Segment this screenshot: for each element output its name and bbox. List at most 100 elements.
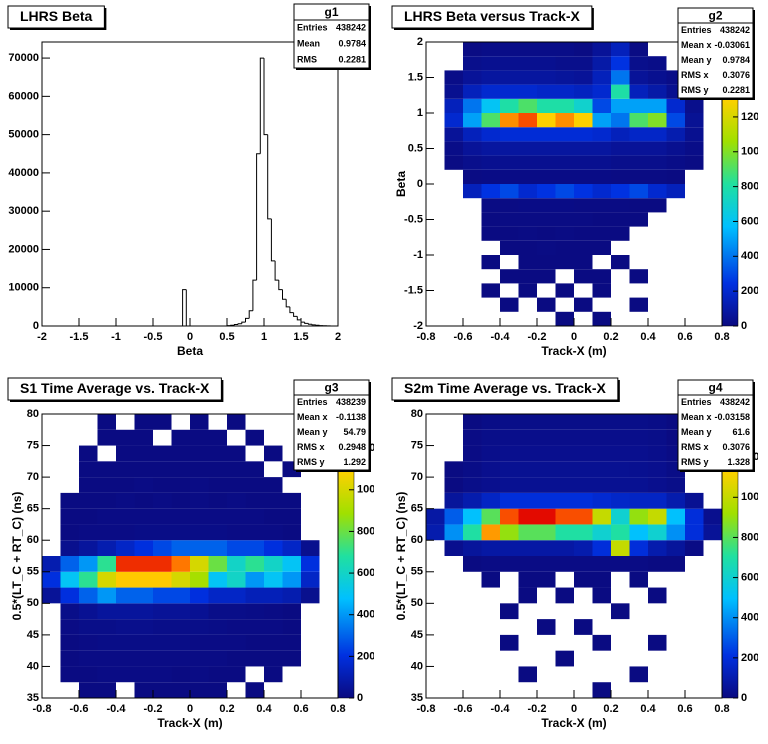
heatmap-cell: [555, 524, 574, 541]
heatmap-cell: [463, 492, 482, 509]
heatmap-cell: [500, 477, 519, 493]
heatmap-cell: [444, 127, 463, 142]
heatmap-cell: [537, 98, 556, 113]
heatmap-cell: [481, 461, 500, 478]
heatmap-cell: [629, 155, 648, 170]
heatmap-cell: [116, 477, 135, 493]
heatmap-cell: [592, 198, 611, 213]
heatmap-cell: [555, 155, 574, 170]
heatmap-cell: [629, 556, 648, 572]
heatmap-cell: [153, 461, 172, 478]
heatmap-cell: [79, 634, 98, 651]
heatmap-cell: [79, 477, 98, 493]
heatmap-cell: [555, 429, 574, 446]
heatmap-cell: [574, 508, 593, 525]
heatmap-cell: [500, 429, 519, 446]
y-tick-label: 70000: [8, 52, 39, 64]
heatmap-cell: [592, 240, 611, 255]
heatmap-cell: [518, 56, 537, 71]
heatmap-cell: [481, 508, 500, 525]
heatmap-cell: [500, 155, 519, 170]
heatmap-cell: [574, 255, 593, 270]
heatmap-cell: [537, 84, 556, 99]
heatmap-cell: [518, 198, 537, 213]
heatmap-cell: [60, 650, 79, 667]
heatmap-cell: [648, 184, 667, 199]
heatmap-cell: [574, 84, 593, 99]
heatmap-cell: [97, 540, 116, 556]
x-tick-label: -0.8: [33, 703, 52, 715]
heatmap-cell: [208, 524, 227, 541]
heatmap-cell: [463, 184, 482, 199]
heatmap-cell: [463, 113, 482, 128]
heatmap-cell: [134, 603, 153, 620]
stats-value: 61.6: [732, 427, 750, 437]
heatmap-cell: [555, 508, 574, 525]
heatmap-cell: [592, 113, 611, 128]
stats-label: Mean y: [297, 427, 328, 437]
heatmap-cell: [555, 283, 574, 298]
heatmap-cell: [463, 169, 482, 184]
heatmap-cell: [245, 540, 264, 556]
heatmap-cell: [500, 508, 519, 525]
heatmap-cell: [463, 477, 482, 493]
heatmap-cell: [629, 169, 648, 184]
heatmap-cell: [264, 634, 283, 651]
heatmap-cell: [592, 127, 611, 142]
x-tick-label: 1.5: [293, 331, 308, 343]
heatmap-cell: [153, 524, 172, 541]
heatmap-cell: [153, 492, 172, 509]
heatmap-cell: [500, 414, 519, 430]
heatmap-cell: [245, 429, 264, 446]
heatmap-cell: [264, 556, 283, 572]
heatmap-cell: [555, 184, 574, 199]
heatmap-cell: [574, 540, 593, 556]
heatmap-cell: [208, 556, 227, 572]
heatmap-cell: [500, 634, 519, 651]
heatmap-cell: [629, 429, 648, 446]
heatmap-cell: [463, 127, 482, 142]
heatmap-cell: [518, 666, 537, 683]
heatmap-cell: [116, 603, 135, 620]
x-tick-label: 2: [335, 331, 341, 343]
heatmap-cell: [282, 556, 301, 572]
heatmap-cell: [518, 445, 537, 462]
y-tick-label: 1: [417, 107, 423, 119]
histogram-bin: [233, 323, 239, 326]
heatmap-cell: [629, 141, 648, 156]
heatmap-cell: [42, 571, 61, 588]
heatmap-cell: [574, 240, 593, 255]
heatmap-cell: [481, 492, 500, 509]
heatmap-cell: [500, 524, 519, 541]
palette-tick-label: 800: [357, 525, 375, 537]
palette-tick-label: 0: [741, 692, 747, 704]
heatmap-cell: [500, 113, 519, 128]
heatmap-cell: [611, 556, 630, 572]
palette-tick-label: 800: [741, 531, 759, 543]
heatmap-cell: [481, 477, 500, 493]
x-tick-label: -0.6: [70, 703, 89, 715]
heatmap-cell: [574, 477, 593, 493]
heatmap-cell: [444, 524, 463, 541]
heatmap-cell: [264, 603, 283, 620]
heatmap-cell: [592, 141, 611, 156]
heatmap-cell: [537, 461, 556, 478]
heatmap-cell: [190, 524, 209, 541]
heatmap-cell: [60, 540, 79, 556]
heatmap-cell: [574, 269, 593, 284]
heatmap-cell: [611, 127, 630, 142]
x-tick-label: -0.4: [491, 331, 511, 343]
x-tick-label: 0.4: [640, 331, 656, 343]
heatmap-cell: [264, 540, 283, 556]
heatmap-cell: [648, 492, 667, 509]
stats-label: RMS y: [297, 457, 325, 467]
x-tick-label: -2: [37, 331, 47, 343]
heatmap-cell: [463, 42, 482, 57]
heatmap-cell: [518, 113, 537, 128]
heatmap-cell: [648, 540, 667, 556]
histogram-bin: [237, 323, 242, 325]
heatmap-cell: [685, 141, 704, 156]
heatmap-cell: [171, 587, 190, 604]
chart-title: S1 Time Average vs. Track-X: [20, 380, 210, 396]
heatmap-cell: [97, 666, 116, 683]
